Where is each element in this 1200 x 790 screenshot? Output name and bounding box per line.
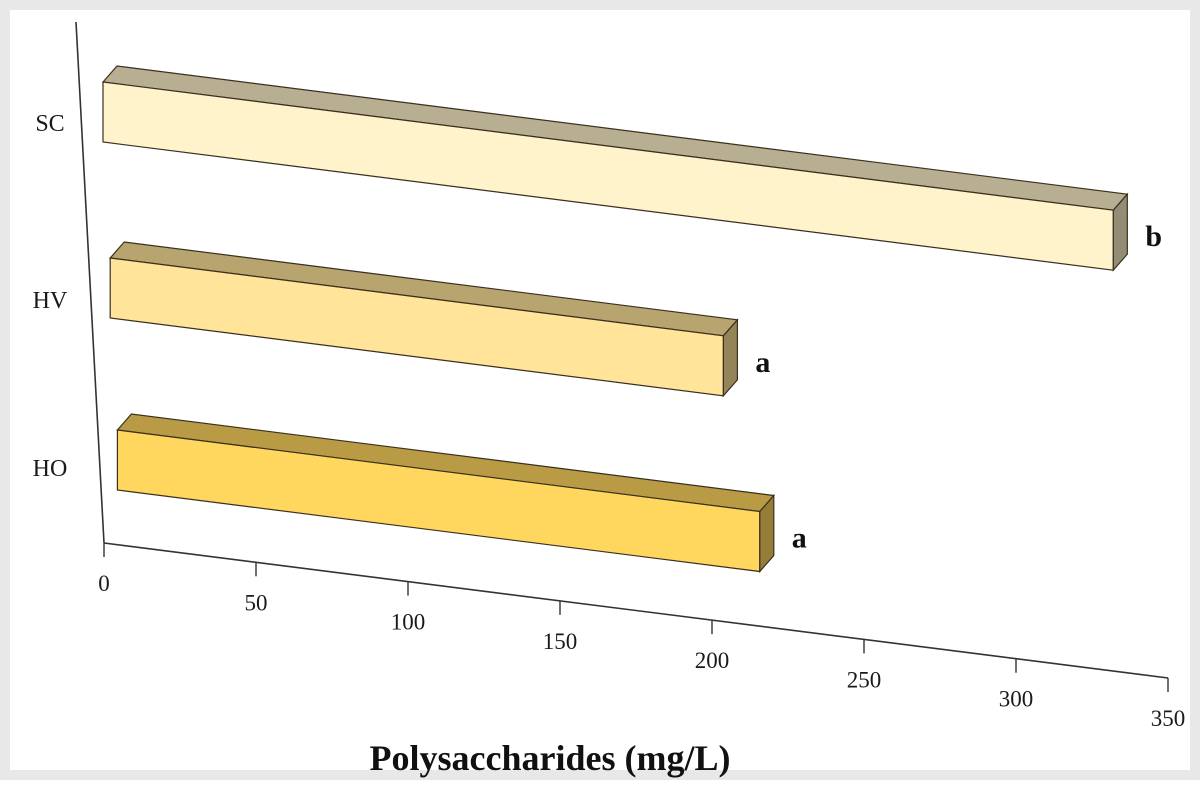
category-label: HV bbox=[33, 288, 68, 314]
y-axis-line bbox=[75, 21, 105, 544]
bar-side-face bbox=[1112, 192, 1128, 272]
x-tick-label: 150 bbox=[543, 629, 578, 654]
bar-SC bbox=[101, 65, 1129, 272]
data-label: a bbox=[792, 522, 807, 555]
bar-HO bbox=[116, 413, 775, 574]
category-label: HO bbox=[33, 456, 68, 482]
bar-front-face bbox=[116, 429, 761, 573]
x-tick-label: 300 bbox=[999, 687, 1034, 712]
x-tick-label: 350 bbox=[1151, 706, 1186, 731]
x-tick-label: 200 bbox=[695, 648, 730, 673]
x-tick-label: 0 bbox=[98, 571, 110, 596]
bar-HV bbox=[109, 241, 739, 398]
x-tick-label: 50 bbox=[245, 590, 268, 615]
x-axis-line bbox=[103, 542, 1169, 679]
category-label: SC bbox=[35, 111, 64, 137]
x-tick-label: 250 bbox=[847, 667, 882, 692]
bar-side-face bbox=[759, 493, 775, 574]
x-axis-title: Polysaccharides (mg/L) bbox=[370, 738, 731, 778]
labels: SC b HV a HO a bbox=[33, 111, 1162, 555]
data-label: a bbox=[755, 346, 770, 379]
bars bbox=[101, 65, 1129, 574]
chart-canvas: 0 50 100 150 200 250 300 350 SC b HV a HO a Polysacc… bbox=[33, 21, 1186, 778]
x-tick-label: 100 bbox=[391, 610, 426, 635]
bar-side-face bbox=[722, 318, 739, 398]
data-label: b bbox=[1145, 220, 1162, 253]
axes: 0 50 100 150 200 250 300 350 bbox=[75, 21, 1186, 731]
